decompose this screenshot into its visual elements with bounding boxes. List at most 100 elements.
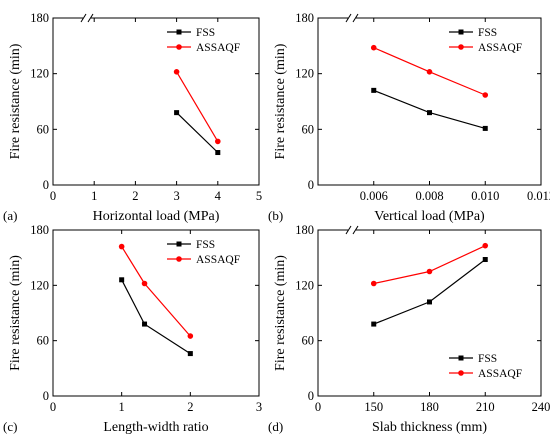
x-tick-label: 2 [187,400,193,414]
x-tick-label: 240 [532,400,550,414]
data-point [187,351,193,357]
x-tick-label: 4 [215,189,222,203]
y-tick-label: 180 [295,223,314,237]
x-tick-label: 1 [91,189,97,203]
axis-break-mark [352,13,359,23]
legend-item-fss: FSS [167,239,215,251]
legend-marker [458,370,464,376]
legend-label: FSS [196,27,215,39]
legend-marker [458,29,464,35]
legend-label: FSS [478,27,497,39]
data-point [173,69,180,75]
data-point [427,110,432,116]
x-tick-label: 0.010 [471,189,499,203]
data-point [142,321,148,327]
data-point [482,125,488,131]
y-tick-label: 0 [308,389,314,403]
x-tick-label: 2 [132,189,138,203]
data-point [215,150,221,156]
axis-break-mark [345,13,352,23]
y-tick-label: 0 [43,178,49,192]
series-line [176,112,219,153]
y-axis-label: Fire resistance (min) [273,255,288,371]
y-tick-label: 60 [302,334,315,348]
x-tick-label: 3 [256,400,262,414]
x-axis-label: Length-width ratio [103,420,208,435]
axis-break-gap [83,14,91,22]
y-tick-label: 0 [43,389,49,403]
legend-label: ASSAQF [478,368,522,380]
panel-label: (d) [268,419,283,434]
y-tick-label: 60 [37,334,50,348]
chart-panel-c: 0 60 120 180 0 1 2 3 Length-width ratio Fire resi… [3,223,262,435]
y-tick-label: 60 [37,122,50,136]
chart-panel-a: 0 60 120 180 0 1 2 3 4 5 Horizontal load (MPa) Fire… [3,11,262,224]
data-point [370,280,377,287]
y-tick-label: 180 [30,11,49,25]
x-tick-label: 210 [476,400,495,414]
series-assaqf [118,243,194,339]
series-fss [371,87,488,131]
series-assaqf [370,242,489,287]
axis-break-mark [87,13,94,23]
x-axis-label: Horizontal load (MPa) [93,209,220,224]
x-axis-label: Vertical load (MPa) [374,209,485,224]
y-tick-label: 120 [30,67,49,81]
x-axis-label: Slab thickness (mm) [372,420,487,435]
x-tick-label: 0.008 [415,189,443,203]
legend-marker [176,44,182,50]
legend-marker [176,29,182,35]
x-tick-label: 180 [420,400,439,414]
series-line [373,245,486,285]
x-tick-label: 0 [50,400,56,414]
axis-break-mark [345,225,352,235]
data-point [371,87,377,93]
legend-item-assaqf: ASSAQF [449,368,522,380]
x-origin-label: 0 [315,400,321,414]
panel-label: (c) [3,419,17,434]
chart-panel-d: 0 60 120 180 150 180 210 240 0 Slab thickness (mm… [268,223,550,435]
series-fss [371,257,488,327]
data-point [426,69,433,75]
legend-label: FSS [196,239,215,251]
panel-label: (b) [268,208,283,223]
data-point [174,110,180,116]
legend-marker [458,44,464,50]
data-point [427,299,432,305]
y-axis-label: Fire resistance (min) [8,255,23,371]
legend-item-assaqf: ASSAQF [449,42,522,54]
legend-label: FSS [478,353,497,365]
data-point [215,138,221,145]
legend-marker [176,241,182,247]
legend-marker [458,355,464,361]
chart-panel-b: 0 60 120 180 0.006 0.008 0.010 0.012 Vertical lo… [268,11,550,224]
y-axis-label: Fire resistance (min) [8,43,23,159]
legend-item-fss: FSS [167,27,215,39]
axis-break-gap [348,14,356,22]
y-tick-label: 120 [30,278,49,292]
series-line [176,71,219,142]
legend-item-fss: FSS [449,353,497,365]
plot-frame [52,17,260,186]
panel-label: (a) [3,208,17,223]
data-point [141,280,148,287]
axis-break-gap [348,226,356,234]
data-point [426,268,433,275]
legend-item-assaqf: ASSAQF [167,254,240,266]
y-tick-label: 180 [295,11,314,25]
legend-label: ASSAQF [478,42,522,54]
series-line [121,279,191,355]
x-tick-label: 0.006 [360,189,388,203]
legend-label: ASSAQF [196,42,240,54]
legend-label: ASSAQF [196,254,240,266]
x-tick-label: 3 [173,189,179,203]
legend-item-assaqf: ASSAQF [167,42,240,54]
legend-item-fss: FSS [449,27,497,39]
x-tick-label: 0 [50,189,56,203]
data-point [118,243,125,250]
y-tick-label: 180 [30,223,49,237]
axis-break-mark [80,13,87,23]
data-point [119,277,125,283]
y-tick-label: 120 [295,67,314,81]
